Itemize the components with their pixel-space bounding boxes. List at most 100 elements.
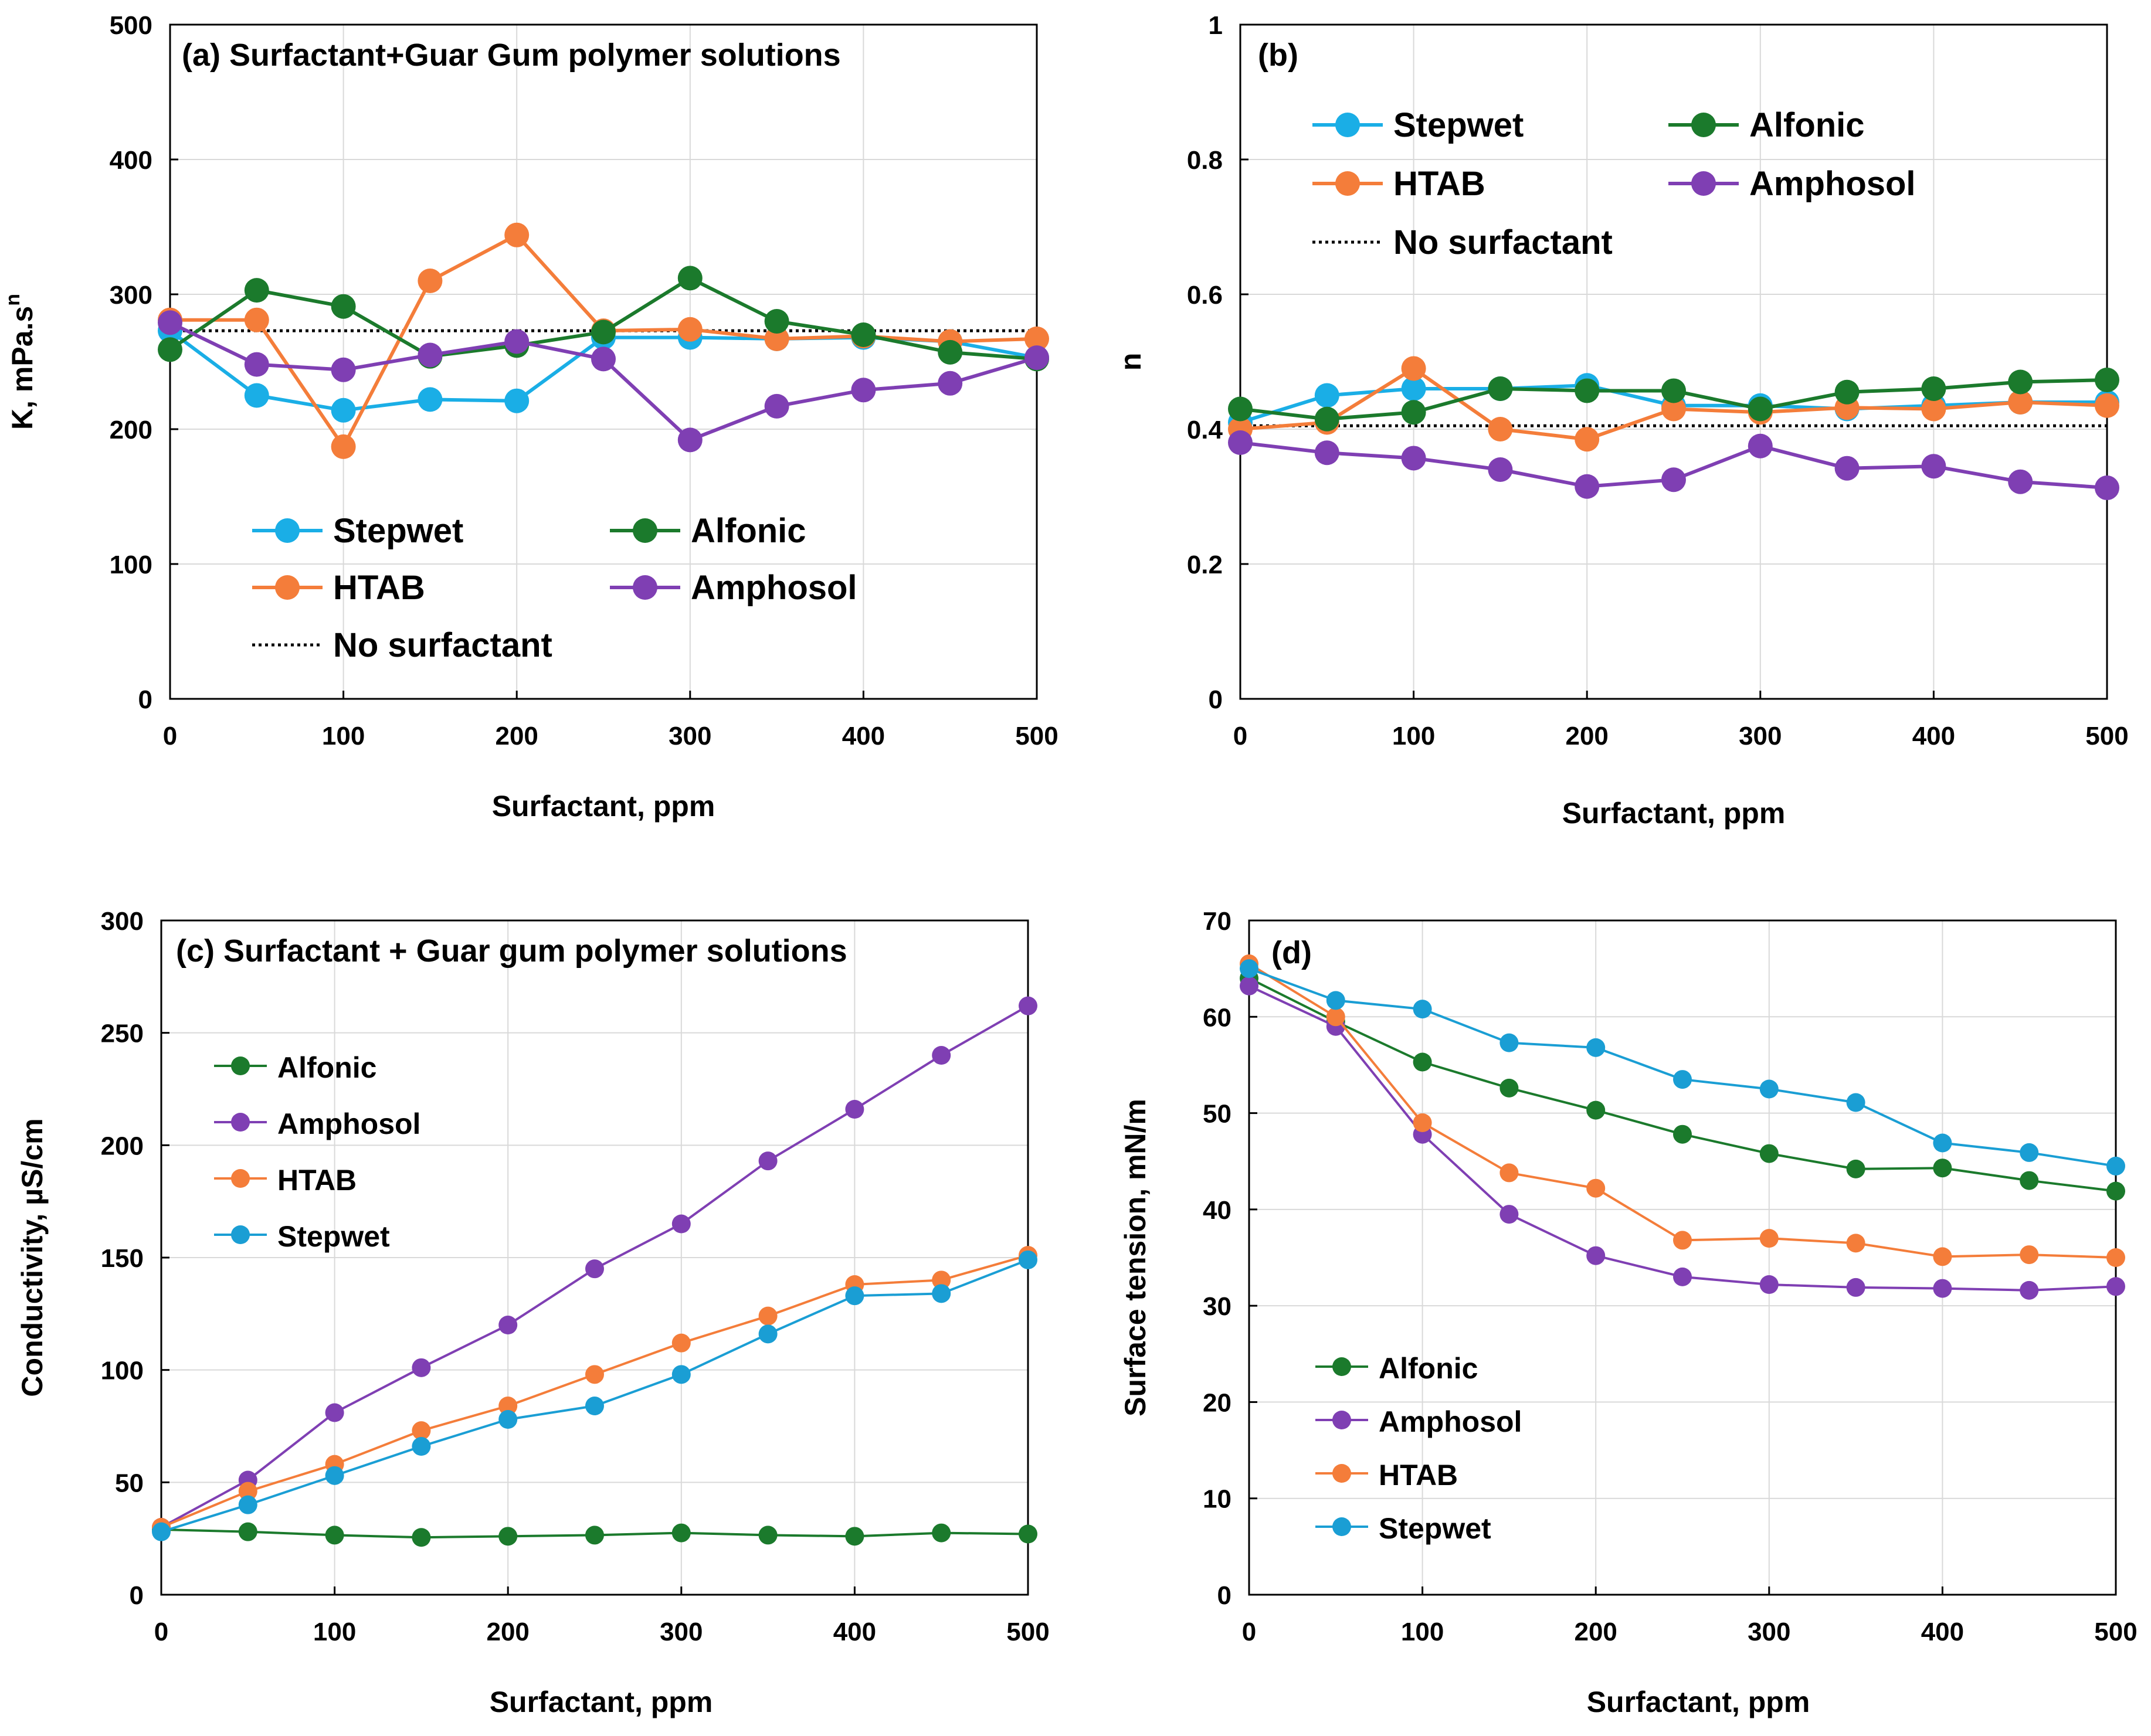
stepwet-data-point: [1586, 1038, 1606, 1057]
alfonic-data-point: [1575, 378, 1600, 403]
amphosol-data-point: [1661, 467, 1686, 492]
y-axis-label-text: Surface tension, mN/m: [1119, 1099, 1152, 1416]
legend-stepwet-marker: [231, 1225, 250, 1244]
y-tick-label: 0.2: [1187, 551, 1223, 579]
y-axis-label-text: n: [1114, 353, 1147, 371]
x-tick-label: 500: [2094, 1618, 2137, 1646]
panel-title: (b): [1258, 38, 1298, 73]
x-tick-label: 0: [163, 722, 177, 750]
amphosol-data-point: [2095, 475, 2119, 501]
htab-data-point: [1661, 396, 1686, 422]
legend-htab-marker: [275, 575, 300, 600]
y-tick-label: 0: [1209, 685, 1223, 714]
stepwet-data-point: [845, 1286, 864, 1306]
stepwet-data-point: [671, 1365, 691, 1384]
stepwet-data-point: [1240, 959, 1258, 979]
legend-no-surfactant-label: No surfactant: [1393, 223, 1613, 261]
x-tick-label: 100: [1392, 722, 1435, 750]
htab-data-point: [1759, 1229, 1779, 1248]
htab-data-point: [758, 1306, 778, 1326]
legend-htab-label: HTAB: [333, 569, 425, 607]
legend-alfonic-label: Alfonic: [277, 1051, 376, 1084]
x-tick-label: 400: [1912, 722, 1955, 750]
amphosol-data-point: [1488, 457, 1513, 482]
amphosol-data-point: [1586, 1246, 1606, 1265]
htab-data-point: [677, 317, 703, 342]
legend-alfonic-marker: [1332, 1357, 1351, 1376]
amphosol-data-point: [1575, 474, 1600, 499]
alfonic-data-point: [244, 278, 269, 303]
htab-data-point: [331, 434, 356, 459]
amphosol-data-point: [671, 1214, 691, 1234]
panel-a-chart: 0 100 200 300 400 500 0 100 200 300 400 500 Surfacta…: [2, 11, 1058, 823]
amphosol-data-point: [1019, 996, 1037, 1015]
alfonic-data-point: [325, 1526, 344, 1545]
stepwet-data-point: [152, 1522, 171, 1541]
alfonic-data-point: [1933, 1159, 1952, 1178]
x-tick-label: 500: [2085, 722, 2128, 750]
amphosol-data-point: [1748, 433, 1773, 458]
legend-alfonic-marker: [231, 1056, 250, 1075]
alfonic-data-point: [851, 322, 876, 347]
alfonic-data-point: [1413, 1052, 1432, 1072]
x-tick-label: 0: [1242, 1618, 1256, 1646]
x-tick-label: 100: [322, 722, 365, 750]
alfonic-data-point: [1019, 1524, 1037, 1544]
legend-htab-label: HTAB: [1393, 165, 1485, 203]
x-tick-label: 200: [1565, 722, 1608, 750]
alfonic-data-point: [758, 1526, 778, 1545]
htab-data-point: [1921, 396, 1946, 422]
alfonic-data-point: [1499, 1078, 1519, 1098]
amphosol-data-point: [2008, 469, 2033, 494]
amphosol-data-point: [1759, 1275, 1779, 1294]
x-tick-label: 300: [1748, 1618, 1790, 1646]
stepwet-data-point: [585, 1397, 604, 1415]
panel-c-chart: 0 100 200 300 400 500 0 50 100 150 200 250 300 Surfac…: [16, 907, 1050, 1718]
legend-alfonic-label: Alfonic: [1749, 106, 1865, 144]
x-tick-label: 200: [495, 722, 538, 750]
alfonic-data-point: [671, 1523, 691, 1543]
x-tick-label: 300: [669, 722, 711, 750]
legend-stepwet-label: Stepwet: [333, 512, 463, 550]
alfonic-data-point: [158, 337, 182, 362]
stepwet-data-point: [1846, 1093, 1865, 1112]
stepwet-data-point: [418, 387, 443, 412]
stepwet-data-point: [238, 1495, 257, 1514]
amphosol-data-point: [938, 371, 963, 396]
x-tick-label: 200: [486, 1618, 529, 1646]
panel-title: (c) Surfactant + Guar gum polymer soluti…: [176, 933, 847, 969]
amphosol-data-point: [1240, 976, 1258, 996]
htab-data-point: [932, 1270, 951, 1290]
alfonic-data-point: [498, 1527, 518, 1546]
x-tick-label: 500: [1015, 722, 1058, 750]
y-axis-label-superscript: n: [2, 294, 24, 306]
htab-data-point: [2095, 393, 2119, 418]
legend-alfonic-label: Alfonic: [691, 512, 806, 550]
amphosol-data-point: [331, 357, 356, 382]
alfonic-data-point: [1314, 406, 1339, 432]
htab-data-point: [2008, 390, 2033, 415]
y-axis-label-text: K, mPa.s: [6, 306, 39, 430]
stepwet-data-point: [2020, 1143, 2039, 1162]
alfonic-data-point: [1846, 1159, 1865, 1178]
legend-amphosol-label: Amphosol: [1379, 1405, 1522, 1438]
alfonic-data-point: [1673, 1125, 1692, 1144]
amphosol-data-point: [591, 346, 616, 372]
y-tick-label: 200: [110, 416, 152, 444]
htab-data-point: [1401, 356, 1426, 381]
x-tick-label: 100: [313, 1618, 356, 1646]
x-axis-label: Surfactant, ppm: [490, 1686, 713, 1718]
alfonic-data-point: [591, 320, 616, 345]
htab-data-point: [1413, 1113, 1432, 1132]
legend-htab-label: HTAB: [1379, 1459, 1458, 1492]
x-tick-label: 0: [1233, 722, 1247, 750]
legend-amphosol-marker: [1691, 171, 1716, 196]
amphosol-data-point: [1401, 446, 1426, 471]
y-tick-label: 150: [101, 1244, 144, 1273]
y-axis-label-text: Conductivity, µS/cm: [16, 1118, 49, 1397]
amphosol-data-point: [851, 378, 876, 403]
legend-amphosol-label: Amphosol: [691, 569, 857, 607]
y-tick-label: 30: [1203, 1292, 1231, 1321]
htab-data-point: [418, 269, 443, 293]
x-tick-label: 300: [660, 1618, 703, 1646]
